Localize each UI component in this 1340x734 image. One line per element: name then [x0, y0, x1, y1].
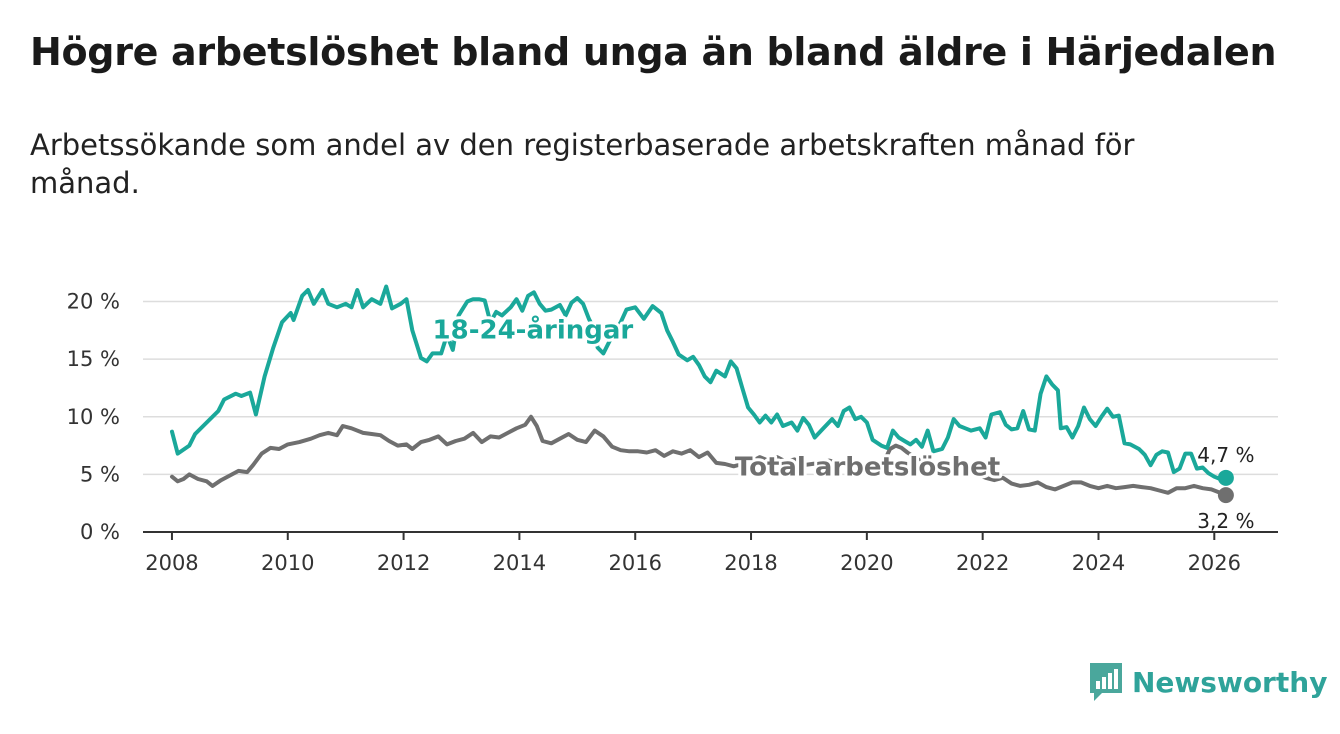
brand-name: Newsworthy	[1132, 665, 1328, 699]
series-label-youth: 18-24-åringar	[433, 313, 634, 345]
x-tick-label: 2010	[261, 551, 314, 575]
newsworthy-logo-icon	[1090, 663, 1122, 701]
x-axis: 2008 2010 2012 2014 2016 2018 2020 2022 2024 2026	[143, 531, 1278, 575]
label-layer: 18-24-åringar Total arbetslöshet 4,7 % 3,2 …	[430, 310, 1255, 533]
chart-title: Högre arbetslöshet bland unga än bland ä…	[30, 30, 1277, 74]
x-tick-label: 2020	[840, 551, 893, 575]
series-layer	[170, 284, 1234, 504]
x-tick-label: 2022	[956, 551, 1009, 575]
series-line-youth	[170, 284, 1228, 481]
end-value-label-youth: 4,7 %	[1197, 443, 1254, 467]
series-line-total	[170, 414, 1228, 498]
y-tick-label: 15 %	[67, 347, 120, 371]
series-end-point-youth	[1217, 469, 1234, 486]
y-tick-label: 20 %	[67, 290, 120, 314]
chart-subtitle: Arbetssökande som andel av den registerb…	[30, 128, 1135, 200]
x-tick-label: 2008	[145, 551, 198, 575]
y-tick-label: 0 %	[80, 520, 120, 544]
gridlines	[143, 300, 1278, 476]
end-value-label-total: 3,2 %	[1197, 509, 1254, 533]
x-tick-label: 2018	[724, 551, 777, 575]
y-tick-label: 5 %	[80, 462, 120, 486]
x-tick-label: 2024	[1072, 551, 1125, 575]
x-tick-label: 2012	[377, 551, 430, 575]
brand-logo: Newsworthy	[1088, 660, 1327, 704]
x-tick-label: 2016	[608, 551, 661, 575]
x-tick-label: 2014	[493, 551, 546, 575]
series-end-point-total	[1217, 487, 1234, 504]
series-label-total: Total arbetslöshet	[735, 453, 1000, 483]
y-tick-label: 10 %	[67, 405, 120, 429]
y-axis-ticks: 0 % 5 % 10 % 15 % 20 %	[67, 290, 120, 544]
x-tick-label: 2026	[1188, 551, 1241, 575]
